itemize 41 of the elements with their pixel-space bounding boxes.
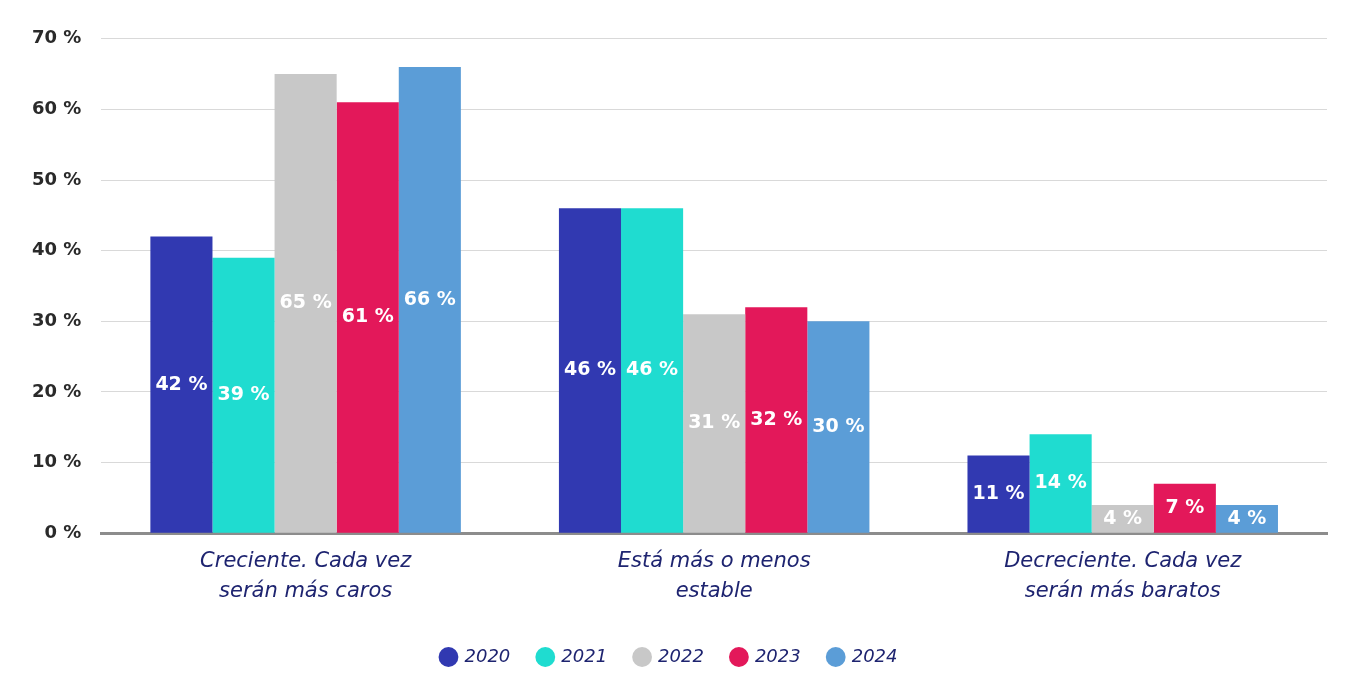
bar xyxy=(1153,483,1216,533)
data-label: 7 % xyxy=(1165,495,1205,518)
x-tick-label: Está más o menos estable xyxy=(617,548,811,602)
y-tick-label: 50 % xyxy=(31,167,82,189)
legend-label: 2022 xyxy=(658,644,704,666)
y-tick-label: 20 % xyxy=(31,379,82,401)
bar xyxy=(621,208,684,533)
data-label: 14 % xyxy=(1034,470,1087,493)
y-tick-label: 40 % xyxy=(31,238,82,260)
legend-label: 2020 xyxy=(464,644,511,666)
bar xyxy=(150,236,213,533)
bar xyxy=(274,74,337,533)
legend-label: 2021 xyxy=(561,644,608,666)
data-label: 11 % xyxy=(972,481,1025,504)
bar xyxy=(336,102,399,533)
y-tick-label: 70 % xyxy=(31,26,82,48)
data-label: 42 % xyxy=(155,371,208,394)
bar xyxy=(807,321,870,533)
bar xyxy=(212,257,275,533)
bar xyxy=(558,208,622,533)
bar xyxy=(745,307,808,533)
data-label: 46 % xyxy=(563,357,617,380)
data-label: 66 % xyxy=(403,286,456,309)
data-label: 32 % xyxy=(750,406,803,429)
y-tick-label: 0 % xyxy=(44,520,82,542)
x-tick-label: Creciente. Cada vez serán más caros xyxy=(200,548,413,602)
data-label: 4 % xyxy=(1227,505,1267,528)
legend-label: 2024 xyxy=(851,644,898,666)
data-label: 30 % xyxy=(812,413,865,436)
bar xyxy=(683,314,746,533)
bar xyxy=(1029,434,1092,533)
y-tick-label: 60 % xyxy=(31,97,82,119)
bar xyxy=(967,455,1030,533)
y-tick-label: 10 % xyxy=(31,450,82,472)
data-label: 39 % xyxy=(217,382,270,405)
data-label: 61 % xyxy=(341,304,394,327)
legend-label: 2023 xyxy=(754,644,801,666)
y-tick-label: 30 % xyxy=(31,308,82,330)
x-tick-label: Decreciente. Cada vez serán más baratos xyxy=(1004,548,1243,602)
bar xyxy=(398,67,461,533)
data-label: 46 % xyxy=(626,357,679,380)
